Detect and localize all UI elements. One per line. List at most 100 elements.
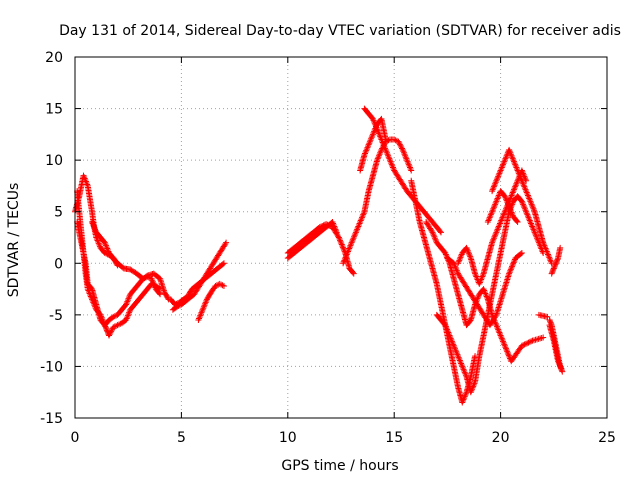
data-point <box>503 345 510 352</box>
data-point <box>400 148 407 155</box>
data-point <box>372 125 379 132</box>
data-point <box>494 174 501 181</box>
data-point <box>381 143 388 150</box>
data-point <box>552 260 559 267</box>
data-point <box>451 344 458 351</box>
data-point <box>456 257 463 264</box>
data-point <box>448 338 455 345</box>
data-point <box>341 257 348 264</box>
data-point <box>202 299 209 306</box>
data-point <box>523 210 530 217</box>
data-point <box>450 342 457 349</box>
data-point <box>333 227 340 234</box>
data-point <box>509 154 516 161</box>
data-point <box>543 248 550 255</box>
data-point <box>501 192 508 199</box>
data-point <box>487 213 494 220</box>
data-point <box>468 387 475 394</box>
data-point <box>492 180 499 187</box>
data-point <box>466 252 473 259</box>
data-point <box>462 372 469 379</box>
data-point <box>509 210 516 217</box>
data-point <box>332 226 339 233</box>
data-point <box>203 297 210 304</box>
data-point <box>220 260 227 267</box>
data-point <box>540 239 547 246</box>
data-point <box>506 270 513 277</box>
data-point <box>529 204 536 211</box>
data-point <box>151 281 158 288</box>
data-point <box>89 219 96 226</box>
data-point <box>385 137 392 144</box>
data-point <box>219 261 226 268</box>
data-point <box>197 311 204 318</box>
data-point <box>495 326 502 333</box>
data-point <box>531 229 538 236</box>
data-point <box>484 294 491 301</box>
data-point <box>551 262 558 269</box>
data-point <box>512 182 519 189</box>
data-point <box>490 183 497 190</box>
data-point <box>490 185 497 192</box>
y-tick-label-5: 10 <box>45 153 63 169</box>
data-point <box>547 318 554 325</box>
data-point <box>372 123 379 130</box>
data-point <box>458 360 465 367</box>
y-tick-label-3: 0 <box>54 256 63 272</box>
data-point <box>151 283 158 290</box>
data-point <box>517 250 524 257</box>
data-point <box>343 251 350 258</box>
data-point <box>430 230 437 237</box>
data-point <box>401 151 408 158</box>
data-point <box>558 365 565 372</box>
data-point <box>92 227 99 234</box>
y-axis-label: SDTVAR / TECUs <box>6 183 22 298</box>
data-point <box>125 295 132 302</box>
data-point <box>447 333 454 340</box>
data-point <box>114 322 121 329</box>
data-point <box>490 236 497 243</box>
data-point <box>496 168 503 175</box>
data-point <box>437 228 444 235</box>
data-point <box>104 247 111 254</box>
data-point <box>349 269 356 276</box>
data-point <box>380 142 387 149</box>
data-point <box>352 229 359 236</box>
data-point <box>496 220 503 227</box>
data-point <box>545 252 552 259</box>
data-point <box>527 219 534 226</box>
data-point <box>501 193 508 200</box>
data-point <box>375 129 382 136</box>
data-point <box>385 152 392 159</box>
data-point <box>540 334 547 341</box>
data-point <box>528 199 534 206</box>
data-point <box>506 269 513 276</box>
data-point <box>384 151 391 158</box>
data-point <box>548 258 555 265</box>
data-point <box>457 254 464 261</box>
data-point <box>508 152 515 159</box>
data-point <box>90 221 97 228</box>
data-point <box>550 266 557 273</box>
data-point <box>501 157 508 164</box>
data-point <box>507 149 514 156</box>
data-point <box>94 237 101 244</box>
data-point <box>504 199 511 206</box>
data-point <box>495 192 502 199</box>
data-point <box>551 264 558 271</box>
data-point <box>387 158 394 165</box>
data-point <box>145 274 152 281</box>
data-point <box>510 158 517 165</box>
data-point <box>399 146 406 153</box>
data-point <box>353 227 360 234</box>
data-point <box>455 258 462 265</box>
data-point <box>382 136 389 143</box>
data-point <box>520 180 527 187</box>
data-point <box>197 312 204 319</box>
data-point <box>548 270 555 277</box>
data-point <box>531 207 538 214</box>
data-point <box>450 341 457 348</box>
data-point <box>174 303 181 310</box>
data-point <box>198 309 205 316</box>
data-point <box>518 176 525 183</box>
